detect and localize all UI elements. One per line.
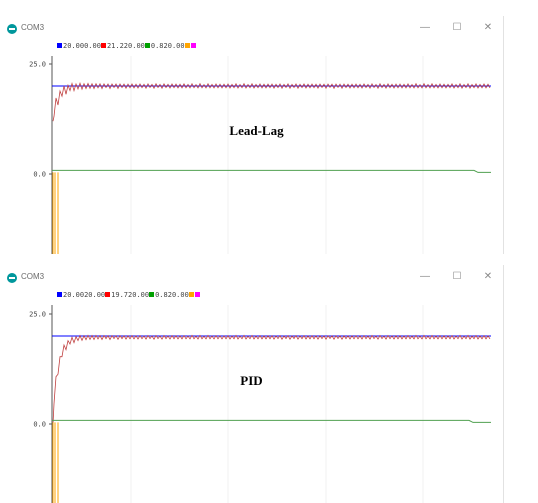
legend-item [190, 42, 197, 51]
minimize-button[interactable]: — [420, 22, 430, 33]
y-tick-label: 25.0 [29, 61, 46, 69]
close-button[interactable]: ✕ [483, 271, 493, 282]
maximize-button[interactable]: ☐ [452, 271, 462, 282]
legend-item: 0.820.00 [149, 291, 189, 300]
legend-swatch [190, 43, 196, 48]
legend-value: 20.000.00 [63, 42, 101, 50]
legend-item [188, 291, 195, 300]
y-tick-label: 0.0 [33, 421, 46, 429]
title-bar[interactable]: COM3 — ☐ ✕ [0, 265, 503, 291]
window-title: COM3 [21, 23, 45, 32]
legend-swatch [100, 43, 106, 48]
legend-item: 0.820.00 [144, 42, 185, 51]
arduino-icon [7, 24, 17, 34]
legend-swatch [188, 292, 194, 297]
legend-swatch [57, 292, 62, 297]
legend-swatch [184, 43, 190, 48]
legend-value: 0.820.00 [155, 291, 189, 299]
legend-value: 0.820.00 [150, 42, 185, 50]
arduino-icon [7, 273, 17, 283]
legend-swatch [57, 43, 62, 48]
plot-area: 25.0 0.0 [29, 56, 491, 254]
series-output-line [52, 334, 491, 425]
legend-item [184, 42, 191, 51]
legend-swatch [194, 292, 200, 297]
controller-label: PID [240, 373, 263, 388]
legend-item: 20.000.00 [57, 42, 101, 51]
legend-item: 19.720.00 [105, 291, 149, 300]
legend-swatch [144, 43, 150, 48]
series-output-line [52, 81, 491, 122]
controller-label: Lead-Lag [229, 123, 284, 138]
close-button[interactable]: ✕ [483, 22, 493, 33]
maximize-button[interactable]: ☐ [452, 22, 462, 33]
plot-legend: 20.000.00 21.220.00 0.820.00 [57, 42, 197, 51]
plot-area: 25.0 0.0 [29, 305, 491, 503]
legend-item [194, 291, 201, 300]
window-title: COM3 [21, 272, 45, 281]
minimize-button[interactable]: — [420, 271, 430, 282]
legend-item: 20.0020.00 [57, 291, 105, 300]
y-tick-label: 25.0 [29, 311, 46, 319]
serial-plotter-window-pid: COM3 — ☐ ✕ 20.0020.00 19.720.00 0.820.00 2… [0, 265, 504, 503]
plot-legend: 20.0020.00 19.720.00 0.820.00 [57, 291, 201, 300]
legend-value: 21.220.00 [106, 42, 145, 50]
serial-plotter-window-lead-lag: COM3 — ☐ ✕ 20.000.00 21.220.00 0.820.00 25… [0, 16, 504, 254]
legend-swatch [105, 292, 111, 297]
title-bar[interactable]: COM3 — ☐ ✕ [0, 16, 503, 42]
y-tick-label: 0.0 [33, 171, 46, 179]
series-control-line [52, 169, 491, 173]
legend-swatch [149, 292, 155, 297]
legend-value: 20.0020.00 [63, 291, 106, 299]
legend-item: 21.220.00 [100, 42, 145, 51]
legend-value: 19.720.00 [111, 291, 150, 299]
series-control-line [52, 419, 491, 423]
